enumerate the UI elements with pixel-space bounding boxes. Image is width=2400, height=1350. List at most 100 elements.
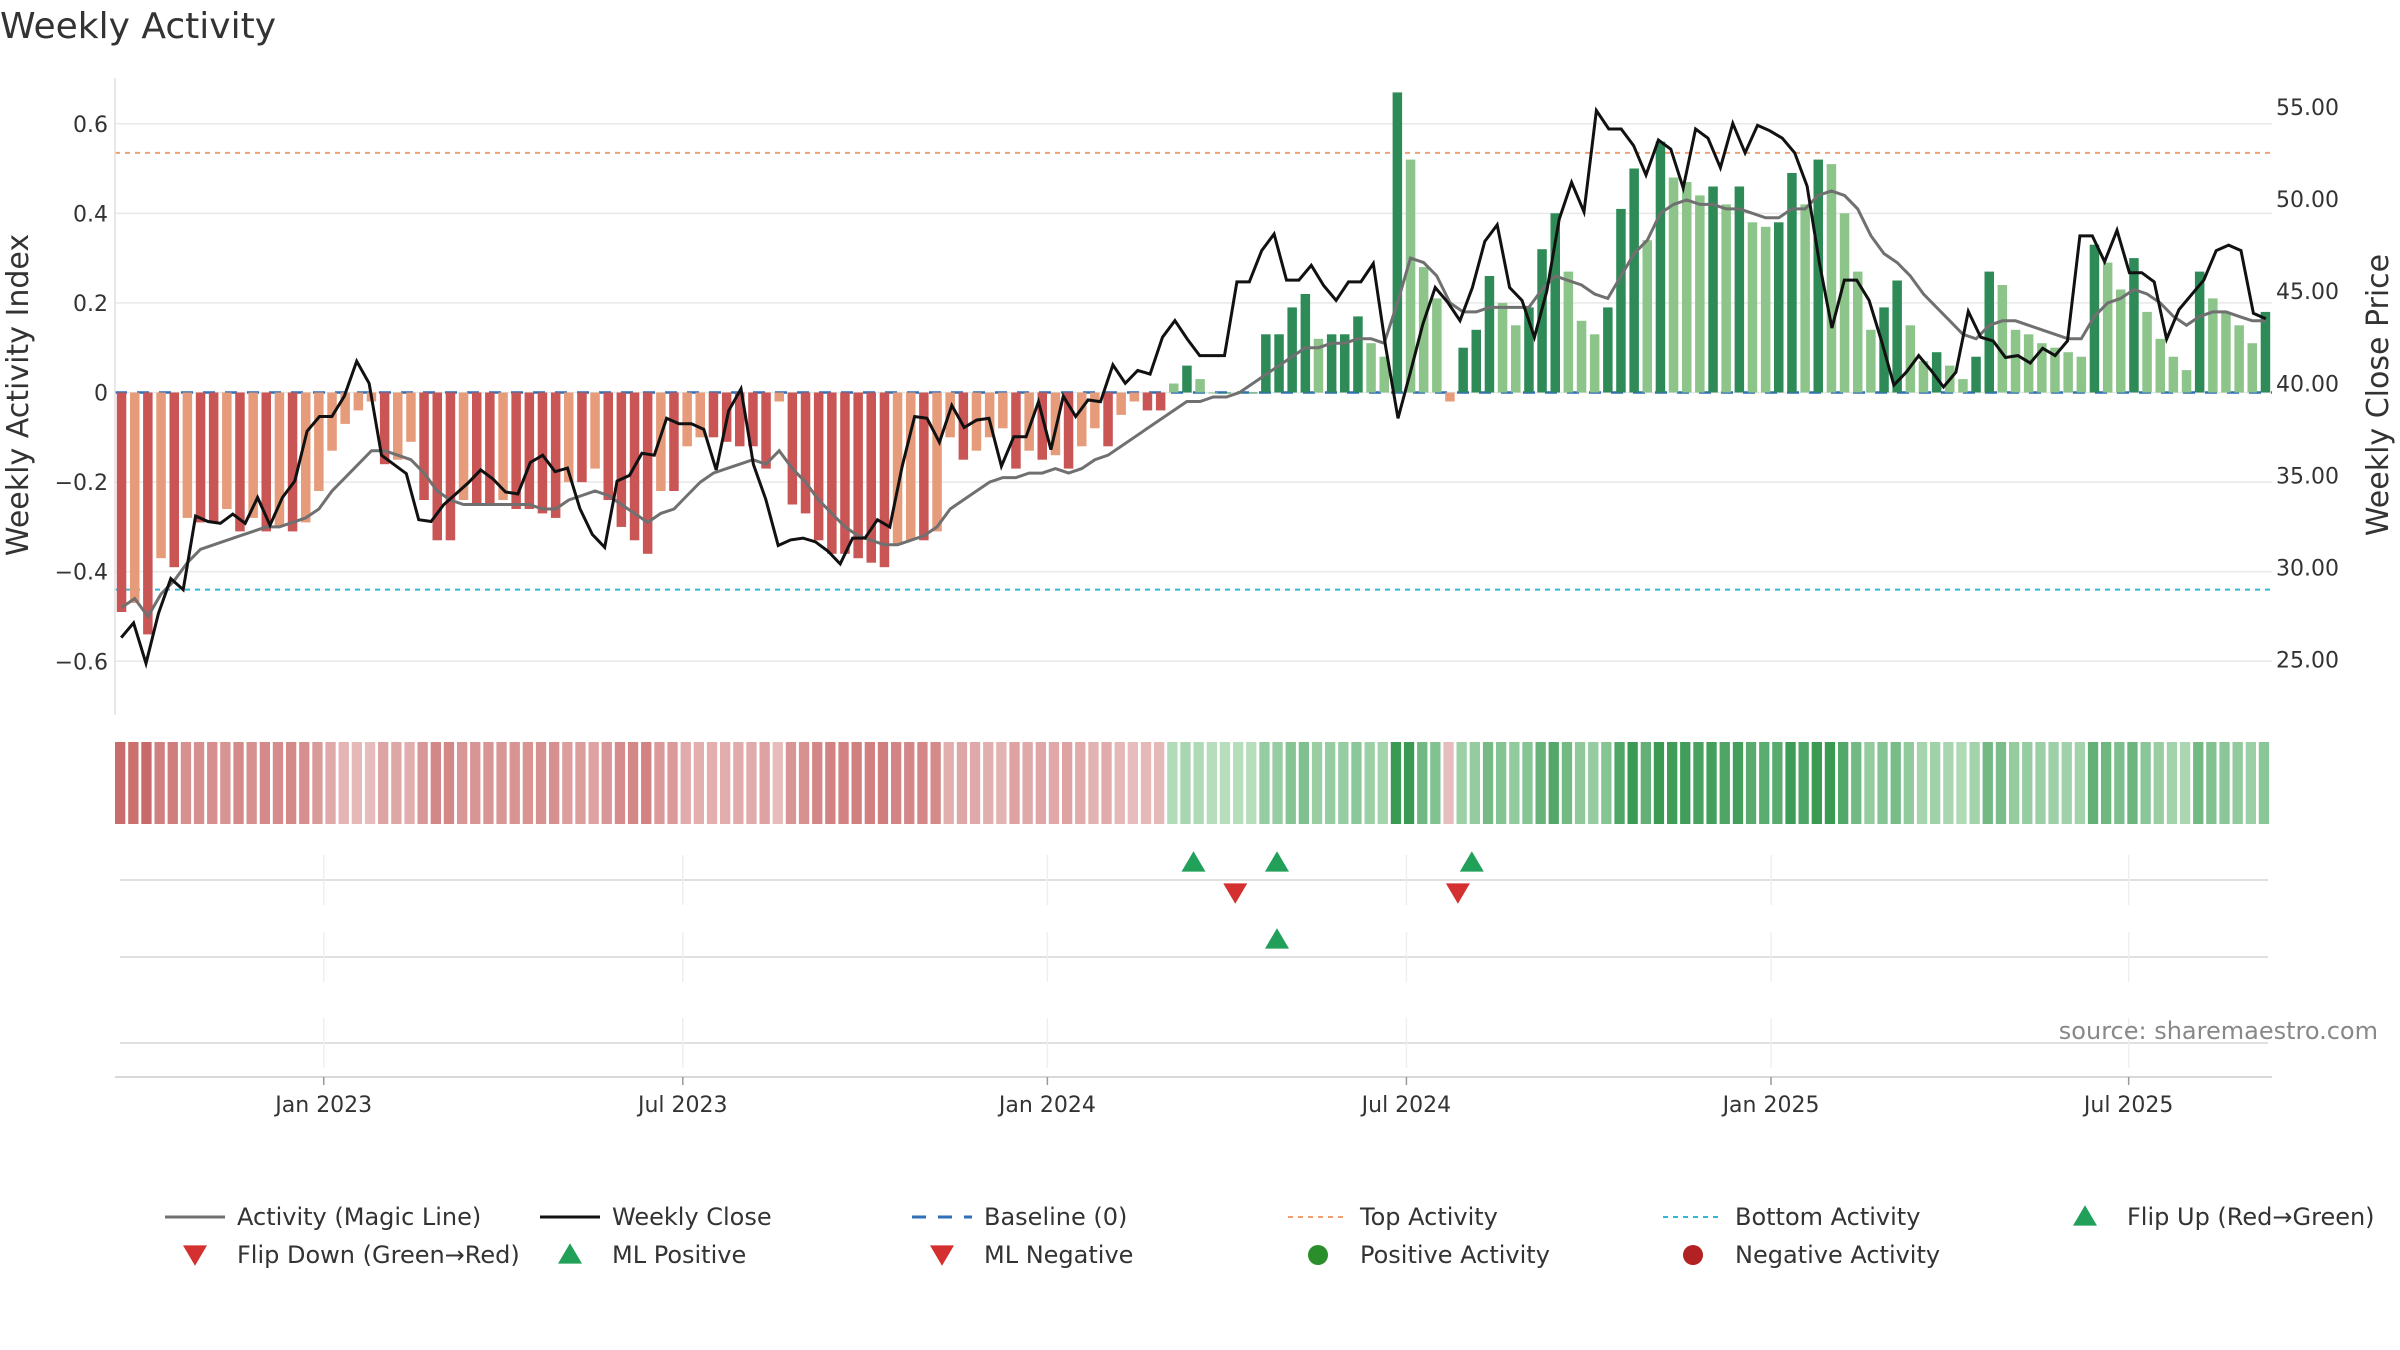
activity-bar (2010, 329, 2021, 393)
activity-bar (1458, 347, 1468, 393)
legend-item-close: Weekly Close (540, 1203, 772, 1231)
heat-cell (891, 742, 902, 824)
heat-cell (1916, 742, 1928, 824)
y-right-tick-label: 50.00 (2276, 188, 2339, 213)
magic-line (120, 189, 2266, 620)
heat-cell (917, 742, 928, 824)
activity-bar (906, 392, 916, 541)
heat-cell (1706, 742, 1717, 824)
activity-bar (222, 392, 232, 509)
activity-bar (1642, 240, 1652, 393)
heat-cell (825, 742, 836, 824)
activity-bar (1695, 195, 1705, 393)
activity-bar (1497, 302, 1508, 393)
heat-cell (1785, 742, 1796, 824)
activity-bar (1379, 356, 1389, 393)
heat-cell (351, 742, 362, 824)
activity-bar (1800, 204, 1810, 393)
activity-bar (813, 392, 824, 541)
activity-bar (642, 392, 653, 554)
activity-bar (1774, 222, 1784, 393)
activity-bar (1195, 379, 1205, 393)
heat-cell (1430, 742, 1441, 824)
heat-cell (1601, 742, 1612, 824)
heat-cell (1022, 742, 1033, 824)
heat-cell (667, 742, 678, 824)
y-tick-label: −0.2 (55, 471, 108, 496)
heat-cell (1219, 742, 1231, 824)
heat-cell (1693, 742, 1704, 824)
activity-bar (1866, 329, 1876, 393)
heat-cell (1351, 742, 1362, 824)
legend-item-ml-negative: ML Negative (930, 1241, 1133, 1269)
y-axis-right-title: Weekly Close Price (2361, 254, 2396, 536)
y-right-tick-label: 25.00 (2276, 649, 2339, 674)
activity-bar (116, 392, 127, 612)
activity-bar (1563, 271, 1574, 393)
activity-bar (919, 392, 929, 541)
heat-cell (2179, 742, 2191, 824)
heat-cell (1048, 742, 1060, 824)
activity-bar (1511, 325, 1521, 393)
heat-cell (930, 742, 941, 824)
heat-cell (1982, 742, 1993, 824)
flip-down-marker (1223, 883, 1248, 904)
activity-bar (735, 392, 745, 447)
activity-bar (866, 392, 876, 563)
x-tick-label: Jul 2023 (636, 1093, 728, 1118)
activity-bar (1931, 352, 1942, 393)
activity-bar (656, 392, 666, 491)
series-lines (120, 106, 2267, 670)
heat-cell (1732, 742, 1744, 824)
activity-bar (550, 392, 561, 518)
heat-cell (457, 742, 468, 824)
activity-bar (1550, 213, 1560, 393)
heat-cell (1838, 742, 1849, 824)
activity-bar (1366, 343, 1376, 393)
legend-swatch (930, 1245, 954, 1266)
heat-cell (443, 742, 455, 824)
heat-cell (2087, 742, 2099, 824)
heat-cell (496, 742, 507, 824)
heat-cell (956, 742, 968, 824)
flip-down-marker (1445, 883, 1470, 904)
y-tick-label: −0.4 (55, 561, 108, 586)
activity-bar (2194, 271, 2205, 393)
x-tick-label: Jul 2024 (1360, 1093, 1452, 1118)
activity-bar (1616, 208, 1626, 393)
heat-cell (2153, 742, 2164, 824)
heat-cell (299, 742, 310, 824)
heat-cell (680, 742, 691, 824)
heat-cell (1640, 742, 1651, 824)
heat-cell (154, 742, 165, 824)
activity-bar (314, 392, 324, 491)
heat-cell (1338, 742, 1349, 824)
activity-bar (1708, 186, 1718, 393)
heat-cell (759, 742, 770, 824)
y-axis-left: −0.6 −0.4 −0.2 0 0.2 0.4 0.6 (55, 78, 116, 715)
activity-bar (840, 392, 850, 554)
activity-bar (2260, 311, 2271, 393)
activity-bar (1839, 213, 1850, 393)
activity-bar (130, 392, 140, 603)
activity-bar (2181, 370, 2192, 393)
activity-bar (787, 392, 798, 505)
heat-cell (1035, 742, 1046, 824)
activity-bar (1353, 316, 1363, 393)
heat-cell (812, 742, 823, 824)
heat-cell (233, 742, 244, 824)
heat-cell (1653, 742, 1665, 824)
heat-cell (851, 742, 862, 824)
activity-bar (2142, 311, 2152, 393)
heat-cell (1995, 742, 2007, 824)
heat-cell (746, 742, 757, 824)
heat-cell (470, 742, 481, 824)
activity-bar (2234, 325, 2244, 393)
legend-item-negative-activity: Negative Activity (1683, 1241, 1940, 1269)
heat-cell (2101, 742, 2112, 824)
heat-cell (1114, 742, 1125, 824)
heat-cell (1311, 742, 1323, 824)
activity-bar (1997, 285, 2008, 393)
heat-cell (1877, 742, 1888, 824)
